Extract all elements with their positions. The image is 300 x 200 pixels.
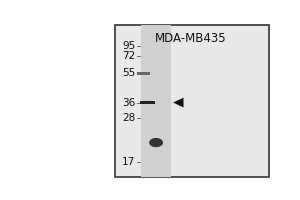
Text: 28: 28 [122,113,135,123]
Bar [137,72,150,75]
Bar [116,25,269,177]
Text: 36: 36 [122,98,135,108]
Text: 17: 17 [122,157,135,167]
Text: MDA-MB435: MDA-MB435 [155,32,227,45]
Bar [140,101,155,104]
Bar [141,25,171,177]
Text: 55: 55 [122,68,135,78]
Text: 95: 95 [122,41,135,51]
Text: 72: 72 [122,51,135,61]
Polygon shape [173,98,184,107]
Circle shape [149,138,163,147]
